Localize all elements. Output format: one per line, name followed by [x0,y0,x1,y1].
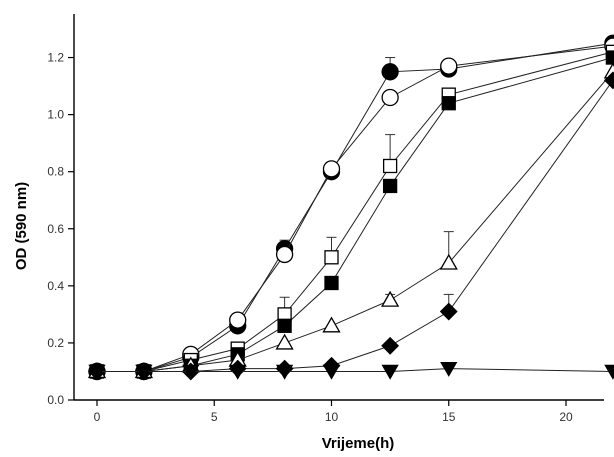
ticks: 0 5 10 15 20 0.0 0.2 0.4 0.6 0.8 1.0 1.2 [47,51,573,424]
y-tick-label: 1.2 [47,51,64,65]
data-point [229,311,247,329]
x-tick-label: 5 [211,410,218,424]
x-tick-label: 20 [559,410,573,424]
data-point [182,364,200,380]
y-tick-label: 0.6 [47,222,64,236]
data-point [275,364,294,380]
x-tick-label: 0 [94,410,101,424]
data-point [322,316,341,333]
series-circle-open [88,37,614,381]
data-point [441,96,456,111]
data-point [324,250,339,265]
series-triangle-down-filled [88,361,614,380]
axes [73,14,604,401]
data-point [88,364,106,380]
series-line [97,57,614,372]
data-point [275,333,294,350]
series-square-filled [89,50,614,379]
series-layer [87,34,614,381]
data-point [440,57,458,75]
series-line [97,368,613,372]
data-point [439,302,458,321]
y-tick-label: 0.4 [47,279,64,293]
series-line [97,80,614,372]
data-point [603,71,614,90]
series-triangle-open [87,62,614,379]
data-point [439,253,458,270]
data-point [275,245,294,264]
series-line [97,45,613,372]
x-axis-title: Vrijeme(h) [322,435,395,452]
data-point [322,160,341,178]
y-tick-label: 0.8 [47,165,64,179]
data-point [381,63,399,81]
data-point [277,318,292,333]
y-axis-title: OD (590 nm) [13,182,30,270]
data-point [135,364,153,380]
data-point [322,364,341,380]
series-line [97,51,614,372]
data-point [604,364,614,380]
series-square-open [89,44,614,379]
y-tick-label: 1.0 [47,108,64,122]
data-point [605,50,614,65]
y-tick-label: 0.2 [47,336,64,350]
data-point [381,290,400,307]
y-tick-label: 0.0 [47,393,64,407]
data-point [440,361,458,377]
data-point [229,364,247,380]
data-point [382,178,398,194]
data-point [381,88,399,107]
data-point [381,364,399,380]
data-point [324,275,339,291]
data-point [382,158,398,174]
series-circle-filled [88,34,614,381]
data-point [381,336,400,355]
x-tick-label: 15 [442,410,456,424]
series-line [97,42,613,372]
x-tick-label: 10 [325,410,339,424]
